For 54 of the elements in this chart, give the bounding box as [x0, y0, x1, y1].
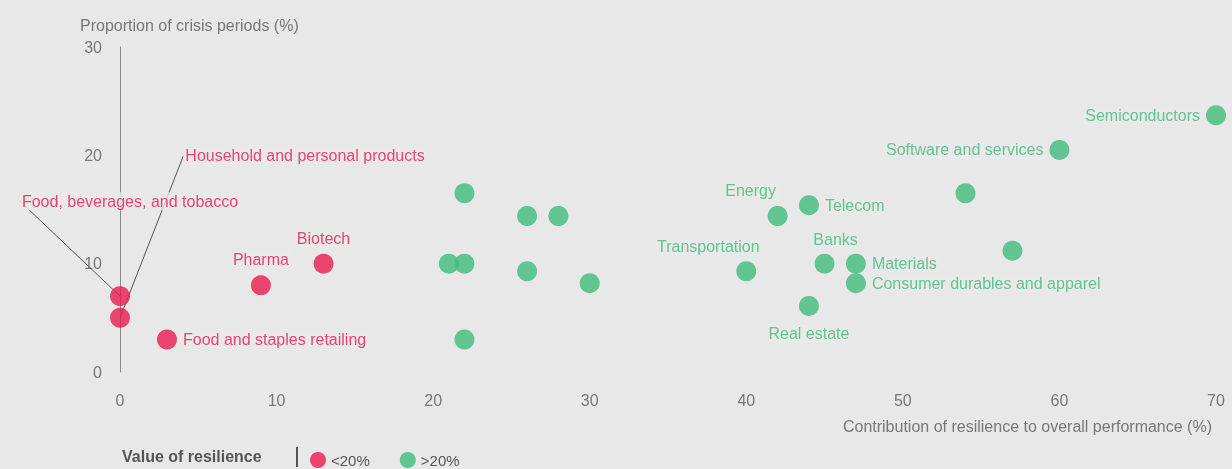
- x-tick-label: 20: [424, 391, 443, 409]
- x-axis-title: Contribution of resilience to overall performance (%): [842, 417, 1212, 435]
- annotation: Food, beverages, and tobacco: [21, 192, 239, 210]
- point: [767, 206, 788, 226]
- legend-title: Value of resilience: [122, 447, 262, 465]
- annotation: Telecom: [824, 196, 885, 214]
- point: [845, 273, 866, 294]
- x-tick-label: 40: [737, 391, 756, 409]
- point: [156, 329, 177, 350]
- annotation: Consumer durables and apparel: [871, 274, 1101, 292]
- annotation: Biotech: [296, 230, 351, 248]
- y-axis-title: Proportion of crisis periods (%): [80, 16, 299, 34]
- point: [517, 206, 538, 226]
- point: [454, 329, 475, 350]
- x-tick-label: 0: [115, 391, 125, 409]
- y-tick-label: 0: [93, 363, 103, 381]
- annotation: Semiconductors: [1085, 106, 1200, 124]
- y-tick-label: 10: [84, 255, 103, 273]
- x-tick-label: 10: [267, 391, 286, 409]
- point: [736, 261, 757, 282]
- point: [250, 275, 271, 296]
- annotation: Energy: [725, 181, 776, 199]
- x-tick-label: 30: [580, 391, 599, 409]
- annotation: Materials: [871, 255, 937, 273]
- point: [955, 183, 976, 204]
- annotation: Household and personal products: [185, 147, 425, 165]
- point: [798, 295, 819, 316]
- annotation: Banks: [813, 231, 858, 249]
- annotation: Transportation: [657, 237, 760, 255]
- point: [454, 253, 475, 274]
- point: [814, 253, 835, 274]
- x-tick-label: 70: [1207, 391, 1225, 409]
- legend-label: <20%: [331, 451, 370, 469]
- point: [798, 195, 819, 216]
- x-tick-label: 50: [893, 391, 912, 409]
- point: [1002, 240, 1023, 261]
- point: [454, 183, 475, 204]
- point: [1049, 139, 1070, 160]
- annotation: Pharma: [232, 250, 290, 268]
- point: [579, 273, 600, 294]
- x-tick-label: 60: [1050, 391, 1069, 409]
- point: [517, 261, 538, 282]
- point: [548, 206, 569, 226]
- legend-label: >20%: [420, 451, 460, 469]
- annotation: Food and staples retailing: [182, 331, 367, 348]
- annotation: Software and services: [886, 141, 1044, 159]
- point: [110, 286, 130, 307]
- y-tick-label: 30: [84, 38, 103, 56]
- point: [110, 307, 130, 328]
- point: [845, 253, 866, 274]
- point: [313, 253, 334, 274]
- annotation: Real estate: [768, 325, 850, 343]
- point: [1206, 105, 1226, 126]
- y-tick-label: 20: [84, 146, 103, 164]
